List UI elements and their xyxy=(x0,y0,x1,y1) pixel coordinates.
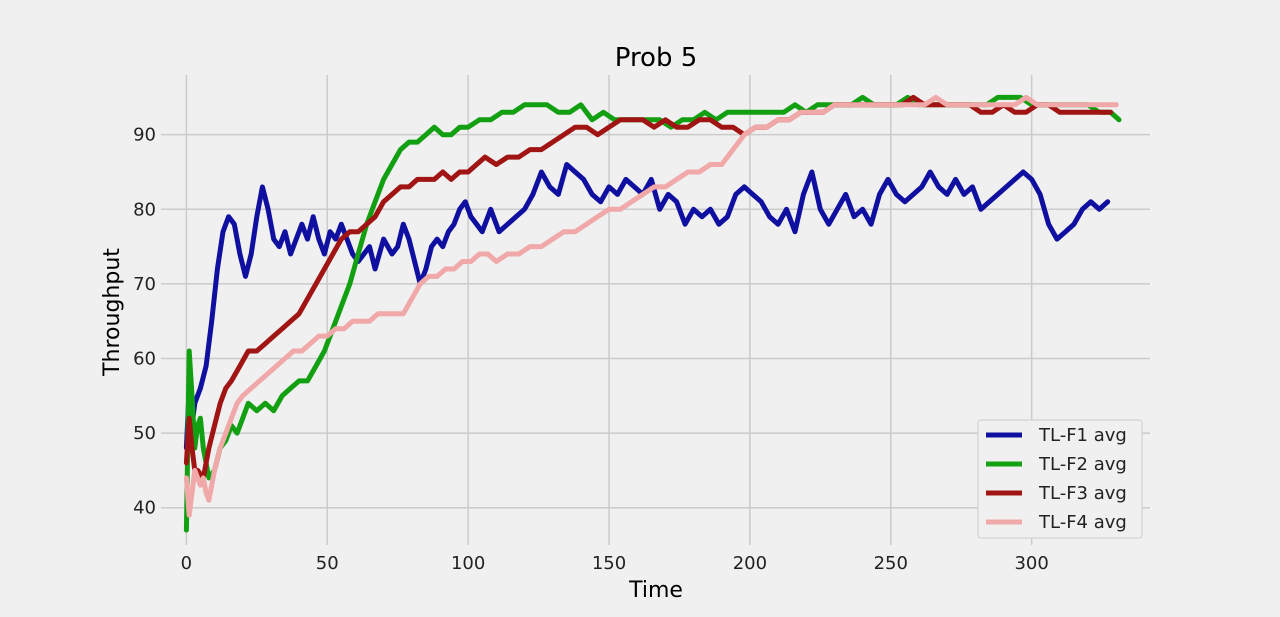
legend-label: TL-F1 avg xyxy=(1038,425,1127,446)
x-tick-label: 200 xyxy=(733,553,767,574)
grid-lines xyxy=(161,75,1150,545)
x-tick-label: 50 xyxy=(316,553,339,574)
x-tick-label: 250 xyxy=(874,553,908,574)
x-tick-labels: 0 50 100 150 200 250 300 xyxy=(181,553,1049,574)
x-axis-label: Time xyxy=(628,578,683,603)
x-tick-label: 150 xyxy=(592,553,626,574)
y-axis-label: Throughput xyxy=(100,248,125,377)
legend-label: TL-F2 avg xyxy=(1038,454,1127,475)
legend-box xyxy=(977,419,1143,539)
series-line-3 xyxy=(183,94,1114,481)
x-tick-label: 0 xyxy=(181,553,192,574)
x-tick-label: 300 xyxy=(1014,553,1048,574)
y-tick-label: 80 xyxy=(133,199,156,220)
y-tick-labels: 40 50 60 70 80 90 xyxy=(133,125,156,519)
chart-title: Prob 5 xyxy=(615,43,698,73)
y-tick-label: 60 xyxy=(133,348,156,369)
y-tick-label: 70 xyxy=(133,274,156,295)
series-line-4 xyxy=(183,94,1119,518)
y-tick-label: 90 xyxy=(133,125,156,146)
legend-label: TL-F3 avg xyxy=(1038,483,1127,504)
y-tick-label: 50 xyxy=(133,423,156,444)
legend: TL-F1 avg TL-F2 avg TL-F3 avg TL-F4 avg xyxy=(977,419,1143,539)
series-lines xyxy=(183,94,1122,533)
y-tick-label: 40 xyxy=(133,498,156,519)
x-tick-label: 100 xyxy=(451,553,485,574)
legend-label: TL-F4 avg xyxy=(1038,512,1127,533)
series-line-1 xyxy=(183,162,1111,451)
